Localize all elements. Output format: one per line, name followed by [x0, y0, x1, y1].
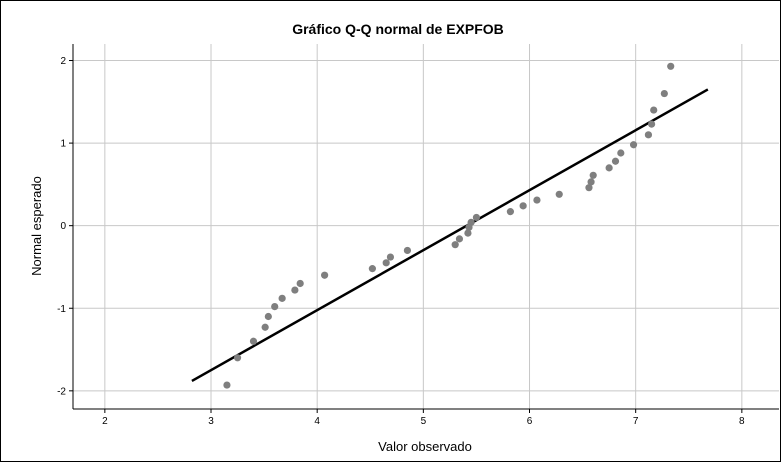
- data-point: [451, 241, 459, 249]
- data-point: [587, 178, 595, 186]
- data-point: [233, 354, 242, 362]
- data-point: [368, 265, 376, 273]
- y-tick-label: 1: [60, 139, 66, 150]
- data-point: [249, 337, 258, 345]
- data-point: [506, 208, 515, 216]
- x-tick-label: 4: [314, 416, 320, 427]
- data-point: [386, 253, 395, 261]
- y-tick-label: 0: [60, 221, 66, 232]
- data-point: [585, 184, 593, 192]
- data-point: [264, 312, 272, 321]
- reference-line: [191, 88, 709, 383]
- data-point: [650, 106, 658, 114]
- x-tick-label: 5: [421, 416, 427, 427]
- data-point: [291, 286, 299, 294]
- chart-title: Gráfico Q-Q normal de EXPFOB: [292, 21, 504, 37]
- x-tick-label: 3: [208, 416, 214, 427]
- data-point: [467, 218, 475, 226]
- x-tick-label: 7: [633, 416, 639, 427]
- data-point: [611, 157, 620, 165]
- data-point: [629, 141, 638, 149]
- data-point: [321, 271, 329, 279]
- plot-background: [73, 44, 779, 409]
- plot-area: 2 3 4 5 6 7 8 2 1 0 -1 -2: [57, 44, 779, 427]
- data-point: [464, 229, 472, 237]
- data-point: [271, 303, 279, 311]
- x-tick-label: 2: [102, 416, 108, 427]
- y-tick-label: 2: [60, 56, 66, 67]
- y-tick-label: -1: [57, 304, 66, 315]
- data-point: [278, 294, 286, 302]
- y-axis-label: Normal esperado: [29, 176, 44, 276]
- data-point: [617, 149, 625, 157]
- x-tick-label: 6: [527, 416, 533, 427]
- data-point: [261, 323, 269, 331]
- data-point: [667, 62, 675, 70]
- data-point: [519, 202, 527, 210]
- data-point: [533, 196, 541, 204]
- data-point: [296, 279, 304, 288]
- data-point: [555, 190, 563, 198]
- data-point: [660, 89, 668, 98]
- data-point: [644, 131, 653, 139]
- data-point: [648, 120, 656, 128]
- data-point: [472, 213, 481, 222]
- y-tick-label: -2: [57, 386, 66, 397]
- data-point: [589, 171, 597, 179]
- x-axis-label: Valor observado: [378, 439, 472, 454]
- data-point: [382, 259, 390, 267]
- data-point: [403, 246, 412, 255]
- data-point: [455, 235, 464, 243]
- data-point: [223, 381, 231, 389]
- x-tick-label: 8: [739, 416, 745, 427]
- data-point: [605, 164, 613, 172]
